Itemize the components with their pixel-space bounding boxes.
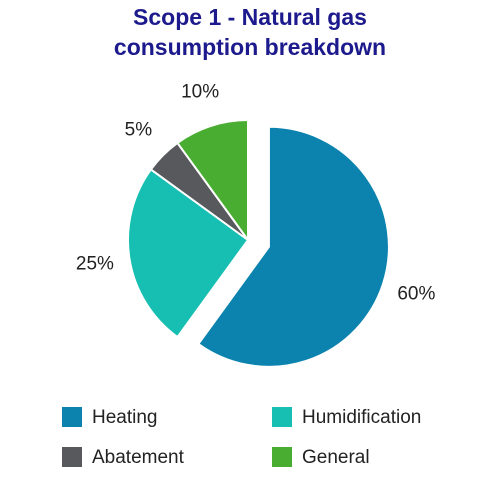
legend-swatch — [62, 407, 82, 427]
legend-label: General — [302, 447, 370, 468]
data-label: 25% — [76, 253, 114, 274]
legend-swatch — [272, 447, 292, 467]
pie-slice — [127, 168, 250, 339]
legend-label: Heating — [92, 407, 158, 428]
data-label: 5% — [125, 119, 153, 140]
data-label: 60% — [397, 284, 435, 305]
legend-label: Abatement — [92, 447, 185, 468]
legend-label: Humidification — [302, 407, 421, 428]
pie-slice — [176, 118, 249, 244]
pie-slice — [196, 125, 390, 368]
chart-title: Scope 1 - Natural gas consumption breakd… — [113, 4, 387, 60]
data-label: 10% — [181, 82, 219, 103]
legend-swatch — [62, 447, 82, 467]
legend-swatch — [272, 407, 292, 427]
